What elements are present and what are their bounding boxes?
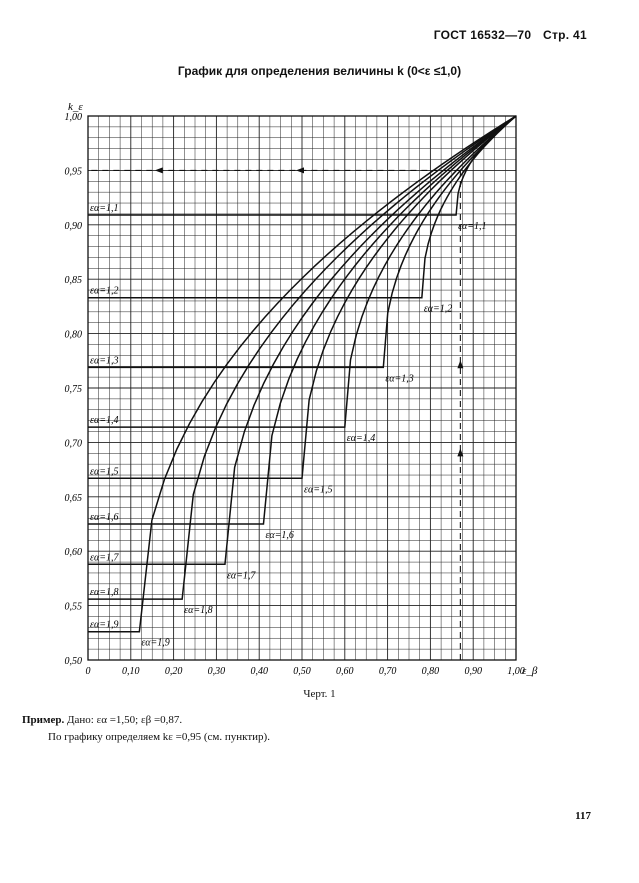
series-label-corner: εα=1,4 xyxy=(347,433,375,444)
series-label-left: εα=1,2 xyxy=(90,286,118,297)
page-header: ГОСТ 16532—70 Стр. 41 xyxy=(426,28,587,42)
x-tick-label: 0,70 xyxy=(379,666,397,677)
x-tick-label: 0,10 xyxy=(122,666,140,677)
series-label-corner: εα=1,3 xyxy=(385,373,413,384)
series-line xyxy=(88,115,517,600)
series-label-corner: εα=1,2 xyxy=(424,304,452,315)
x-tick-label: 0,50 xyxy=(293,666,311,677)
y-tick-label: 0,90 xyxy=(65,221,83,232)
series-line xyxy=(88,115,517,633)
series-label-left: εα=1,7 xyxy=(90,552,119,563)
series-line xyxy=(88,115,517,428)
example-block: Пример. Дано: εα =1,50; εβ =0,87. По гра… xyxy=(22,712,270,746)
chart-title: График для определения величины k (0<ε ≤… xyxy=(177,64,462,78)
chart: 0 0,10 0,20 0,30 0,40 0,50 0,60 0,70 0,80 0,90 1,0… xyxy=(65,101,538,677)
series-label-corner: εα=1,9 xyxy=(141,638,169,649)
y-tick-label: 0,75 xyxy=(65,384,83,395)
series-label-corner: εα=1,1 xyxy=(458,221,486,232)
series-label-left: εα=1,1 xyxy=(90,203,118,214)
x-tick-label: 0,60 xyxy=(336,666,354,677)
y-tick-label: 0,60 xyxy=(65,547,83,558)
series-label-left: εα=1,9 xyxy=(90,620,118,631)
x-tick-label: 1,00 xyxy=(507,666,525,677)
example-arrow-left xyxy=(296,167,304,174)
series-line xyxy=(88,115,517,480)
series-label-left: εα=1,3 xyxy=(90,355,118,366)
plot-frame xyxy=(87,115,517,661)
page-label: Стр. 41 xyxy=(543,28,587,42)
series-label-corner: εα=1,8 xyxy=(184,605,212,616)
y-axis-label: k_ε xyxy=(68,101,83,113)
x-tick-label: 0,30 xyxy=(208,666,226,677)
curves xyxy=(88,115,517,633)
x-tick-label: 0,20 xyxy=(165,666,183,677)
example-arrow-up xyxy=(457,448,464,457)
figure-caption: Черт. 1 xyxy=(303,688,336,700)
series-label-corner: εα=1,6 xyxy=(265,530,293,541)
series-label-corner: εα=1,5 xyxy=(304,484,332,495)
series-label-left: εα=1,5 xyxy=(90,466,118,477)
standard-number: ГОСТ 16532—70 xyxy=(433,28,532,42)
y-tick-label: 0,65 xyxy=(65,493,83,504)
example-result: По графику определяем kε =0,95 (см. пунк… xyxy=(48,731,270,743)
series-label-left: εα=1,4 xyxy=(90,415,118,426)
example-label: Пример. xyxy=(22,714,65,726)
series-label-left: εα=1,6 xyxy=(90,512,118,523)
y-tick-label: 1,00 xyxy=(65,112,83,123)
y-tick-label: 0,95 xyxy=(65,166,83,177)
y-tick-label: 0,85 xyxy=(65,275,83,286)
example-arrow-left xyxy=(154,167,163,174)
x-axis-label: ε_β xyxy=(522,665,538,677)
page-number: 117 xyxy=(575,810,591,822)
series-line xyxy=(88,115,517,525)
example-arrow-up xyxy=(457,360,464,369)
series-label-corner: εα=1,7 xyxy=(227,570,256,581)
example-given: Дано: εα =1,50; εβ =0,87. xyxy=(67,714,183,726)
grid xyxy=(87,115,517,661)
x-tick-label: 0,40 xyxy=(250,666,268,677)
y-tick-label: 0,70 xyxy=(65,438,83,449)
x-tick-label: 0,90 xyxy=(464,666,482,677)
x-tick-label: 0 xyxy=(86,666,91,677)
x-tick-label: 0,80 xyxy=(422,666,440,677)
series-line xyxy=(88,115,517,369)
y-tick-label: 0,50 xyxy=(65,656,83,667)
y-tick-label: 0,80 xyxy=(65,330,83,341)
series-label-left: εα=1,8 xyxy=(90,587,118,598)
series-line xyxy=(88,115,517,566)
y-tick-label: 0,55 xyxy=(65,602,83,613)
